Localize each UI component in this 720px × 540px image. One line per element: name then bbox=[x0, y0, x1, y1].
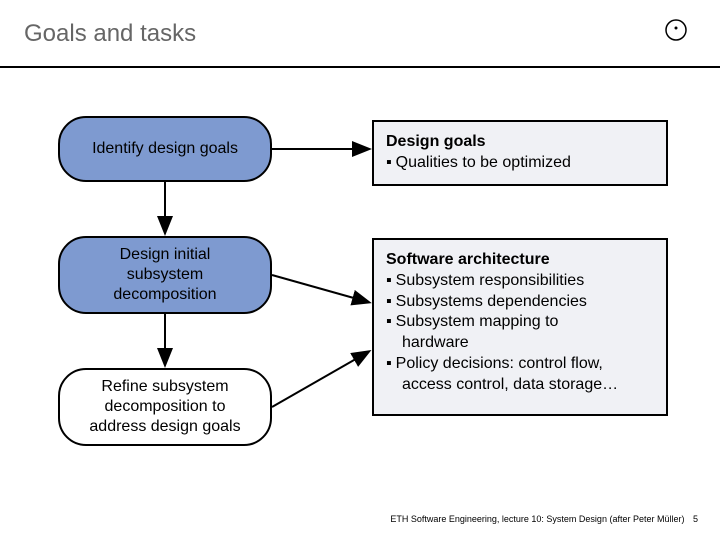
output-bullet: ▪Subsystem responsibilities bbox=[386, 271, 654, 292]
process-box-p1: Identify design goals bbox=[58, 116, 272, 182]
output-bullet: ▪Subsystem mapping to bbox=[386, 312, 654, 333]
logo-icon bbox=[664, 18, 688, 42]
footer-text: ETH Software Engineering, lecture 10: Sy… bbox=[390, 514, 684, 524]
output-bullet: access control, data storage… bbox=[386, 375, 654, 396]
process-box-p3: Refine subsystemdecomposition toaddress … bbox=[58, 368, 272, 446]
output-bullet: ▪Policy decisions: control flow, bbox=[386, 354, 654, 375]
process-box-p2: Design initialsubsystemdecomposition bbox=[58, 236, 272, 314]
output-title: Design goals bbox=[386, 132, 654, 153]
header-divider bbox=[0, 66, 720, 68]
page-title: Goals and tasks bbox=[24, 20, 196, 48]
output-box-o2: Software architecture▪Subsystem responsi… bbox=[372, 238, 668, 416]
page-number: 5 bbox=[693, 514, 698, 524]
output-box-o1: Design goals▪Qualities to be optimized bbox=[372, 120, 668, 186]
output-title: Software architecture bbox=[386, 250, 654, 271]
arrow-c3 bbox=[272, 352, 368, 407]
footer: ETH Software Engineering, lecture 10: Sy… bbox=[390, 514, 698, 524]
output-bullet: ▪Subsystems dependencies bbox=[386, 292, 654, 313]
process-box-label: Identify design goals bbox=[92, 139, 238, 159]
process-box-label: Design initialsubsystemdecomposition bbox=[113, 245, 216, 305]
arrow-c2 bbox=[272, 275, 368, 302]
process-box-label: Refine subsystemdecomposition toaddress … bbox=[89, 377, 240, 437]
output-bullet: hardware bbox=[386, 333, 654, 354]
output-bullet: ▪Qualities to be optimized bbox=[386, 153, 654, 174]
